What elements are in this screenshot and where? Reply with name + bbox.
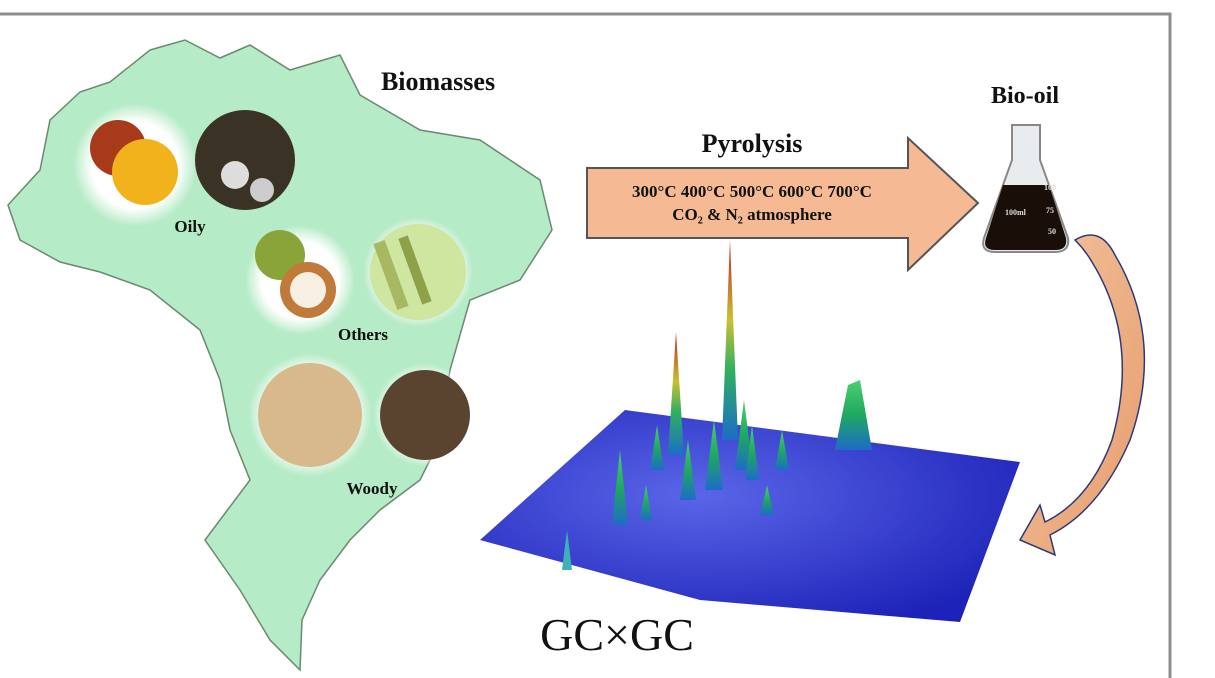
group-label: Others (338, 325, 388, 344)
group-label: Woody (346, 479, 398, 498)
flask-mark: 100ml (1005, 208, 1027, 217)
process-arrow (586, 135, 980, 273)
flask-mark: 50 (1048, 227, 1056, 236)
biomass-images (73, 103, 477, 477)
analysis-label: GC×GC (540, 609, 694, 660)
gcxgc-surface (480, 240, 1020, 622)
flask-mark: 75 (1046, 206, 1054, 215)
group-label: Oily (174, 217, 206, 236)
curved-arrow (1018, 234, 1146, 557)
flask-mark: 100 (1044, 183, 1056, 192)
frame (0, 12, 1172, 678)
process-name: Pyrolysis (702, 129, 803, 158)
flask: 100 75 50 100ml (982, 124, 1070, 253)
biomass-title: Biomasses (381, 67, 495, 96)
product-label: Bio-oil (991, 83, 1059, 109)
process-atmosphere: CO₂ & N₂ atmosphere (672, 205, 832, 224)
process-temperatures: 300°C 400°C 500°C 600°C 700°C (632, 182, 872, 201)
